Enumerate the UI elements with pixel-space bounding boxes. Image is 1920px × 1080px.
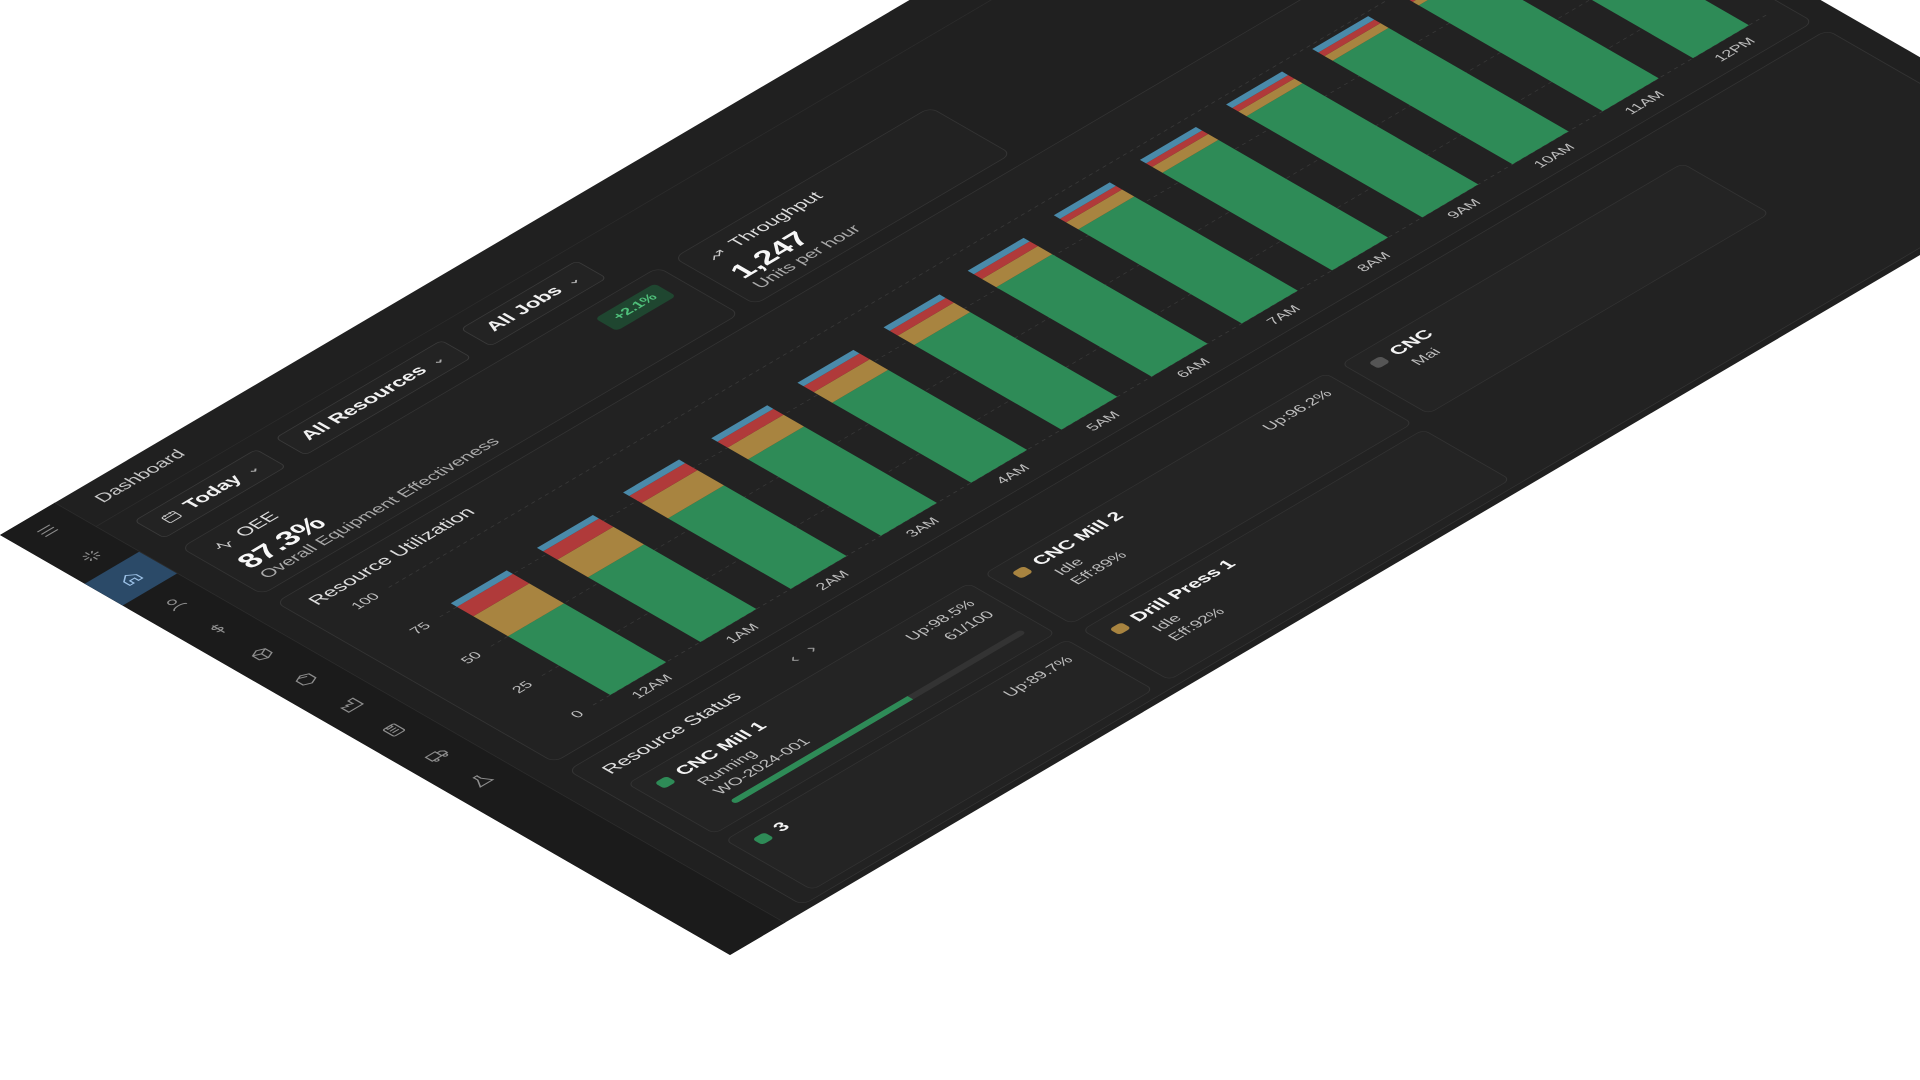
oee-delta-badge: +2.1%	[595, 283, 677, 331]
throughput-card-header: Throughput	[701, 189, 829, 264]
status-dot	[1010, 565, 1034, 579]
bar-segment[interactable]	[629, 463, 698, 504]
box-icon[interactable]	[216, 627, 308, 681]
bar-segment[interactable]	[1318, 19, 1381, 57]
bar-segment[interactable]	[981, 246, 1053, 288]
bar-segment[interactable]	[473, 583, 564, 637]
bar-segment[interactable]	[1146, 130, 1209, 167]
bar-segment[interactable]	[508, 603, 667, 696]
bar-segment[interactable]	[1053, 182, 1116, 219]
bar-segment[interactable]	[1418, 0, 1659, 112]
bar-segment[interactable]	[1059, 185, 1122, 223]
resource-name: 3	[749, 820, 796, 847]
resource-uptime: Up:96.2%	[1258, 387, 1336, 433]
sparkle-icon[interactable]	[45, 529, 137, 583]
resource-uptime: Up:89.7%	[999, 653, 1077, 700]
gridline	[388, 0, 1563, 588]
filter-bar: Today ⌄ All Resources ⌄ All Jobs ⌄	[133, 260, 608, 539]
bar-segment[interactable]	[813, 359, 889, 403]
status-dot	[1108, 621, 1131, 635]
utilization-chart: 025507510012AM1AM2AM3AM4AM5AM6AM7AM8AM9A…	[348, 0, 1767, 721]
y-tick-label: 25	[509, 679, 537, 695]
date-range-label: Today	[178, 472, 247, 512]
bar-segment[interactable]	[897, 302, 971, 345]
flask-icon[interactable]	[435, 753, 527, 807]
calendar-icon	[161, 511, 182, 523]
bar-segment[interactable]	[967, 237, 1030, 275]
app-window: Dashboard Today ⌄ All Resources ⌄ All Jo…	[0, 0, 1920, 955]
bar-segment[interactable]	[996, 254, 1208, 377]
date-range-select[interactable]: Today ⌄	[133, 448, 287, 539]
bar-segment[interactable]	[973, 241, 1038, 279]
bar-segment[interactable]	[711, 405, 774, 442]
utilization-chart-card: 0 25 50 75 100 12AM 1AM 2AM 3AM 4AM 5AM 6AM 7AM 8AM 9A…	[275, 0, 1814, 763]
bar-segment[interactable]	[557, 526, 644, 578]
activity-icon	[215, 540, 232, 549]
bar-segment[interactable]	[1504, 0, 1749, 59]
bar-segment[interactable]	[914, 312, 1118, 430]
oee-card: OEE 87.3% Overall Equipment Effectivenes…	[180, 266, 740, 595]
trending-up-icon	[712, 249, 724, 260]
bar-segment[interactable]	[1162, 139, 1389, 271]
carousel-arrows: ‹›	[783, 636, 835, 666]
bar-segment[interactable]	[727, 414, 804, 460]
bar-segment[interactable]	[1226, 71, 1289, 108]
clipboard-icon[interactable]	[347, 703, 439, 757]
status-dot	[653, 775, 677, 789]
bar-segment[interactable]	[450, 570, 513, 607]
bar-segment[interactable]	[883, 294, 946, 331]
bar-segment[interactable]	[1312, 16, 1375, 53]
bar-segment[interactable]	[1324, 23, 1389, 61]
package-icon[interactable]	[260, 653, 352, 707]
dollar-icon[interactable]	[172, 602, 264, 656]
bar-segment[interactable]	[717, 408, 784, 448]
chevron-down-icon: ⌄	[240, 462, 263, 476]
truck-icon[interactable]	[391, 728, 483, 782]
y-tick-label: 75	[407, 621, 435, 637]
user-icon[interactable]	[128, 577, 220, 631]
factory-icon[interactable]	[304, 678, 396, 732]
bar-segment[interactable]	[456, 573, 530, 617]
status-dot	[1367, 355, 1391, 369]
bar-segment[interactable]	[1139, 126, 1203, 164]
bar-segment[interactable]	[668, 485, 847, 589]
bar-segment[interactable]	[1232, 75, 1295, 112]
bar-segment[interactable]	[803, 353, 870, 393]
bar-segment[interactable]	[1066, 189, 1135, 230]
oee-card-header: OEE	[208, 509, 285, 554]
y-tick-label: 0	[568, 709, 588, 721]
bar-segment[interactable]	[797, 349, 860, 387]
home-icon[interactable]	[84, 551, 178, 606]
y-tick-label: 50	[458, 650, 486, 666]
bar-segment[interactable]	[536, 514, 600, 552]
menu-icon[interactable]	[1, 504, 93, 558]
bar-segment[interactable]	[641, 470, 724, 519]
y-tick-label: 100	[348, 591, 383, 612]
chevron-down-icon: ⌄	[425, 353, 448, 367]
bar-segment[interactable]	[588, 544, 757, 642]
bar-segment[interactable]	[623, 459, 686, 496]
bar-segment[interactable]	[889, 297, 954, 336]
bar-segment[interactable]	[1332, 27, 1569, 165]
bar-segment[interactable]	[832, 369, 1028, 483]
bar-segment[interactable]	[1152, 134, 1219, 173]
bar-segment[interactable]	[1238, 78, 1303, 117]
sidebar	[0, 502, 786, 955]
bar-segment[interactable]	[1246, 83, 1479, 218]
throughput-card: Throughput 1,247 Units per hour	[673, 106, 1012, 305]
bar-segment[interactable]	[543, 518, 614, 560]
status-dot	[751, 831, 774, 845]
chevron-down-icon: ⌄	[561, 274, 584, 287]
bar-segment[interactable]	[748, 426, 937, 536]
bar-segment[interactable]	[1078, 196, 1298, 324]
